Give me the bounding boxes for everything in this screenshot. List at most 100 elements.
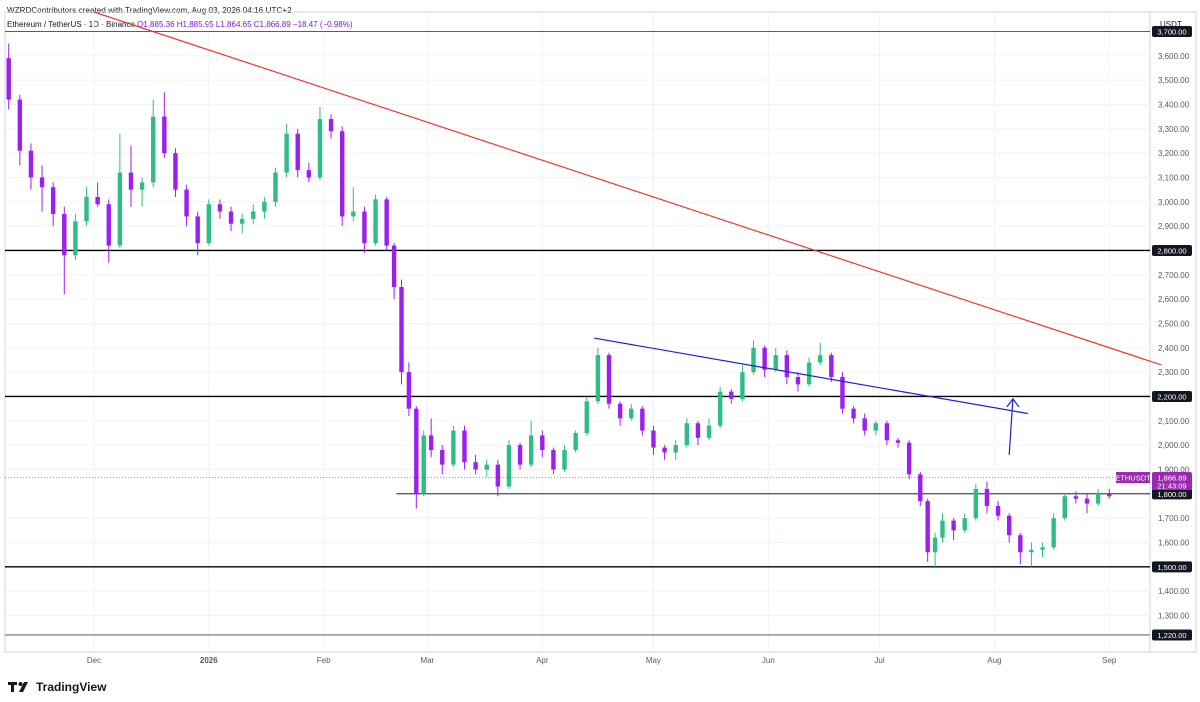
candle-down [918,471,923,506]
candle-down [473,454,478,475]
candle-up [932,532,938,567]
tradingview-logo-icon [8,682,28,692]
candle-body [340,131,345,217]
y-tick-label: 2,300.00 [1158,368,1190,377]
candles [6,43,1112,567]
candle-down [1107,488,1112,499]
gridlines [4,11,1197,653]
candle-down [906,440,912,480]
candle-body [391,245,397,287]
candle-down [829,352,834,382]
candle-down [217,199,223,219]
currency-unit: USDT [1160,20,1182,29]
candle-body [1018,535,1023,553]
candle-up [806,357,812,387]
candle-down [495,459,501,497]
candle-up [673,440,678,460]
candle-up [818,342,823,365]
candle-down [895,437,901,448]
candle-body [317,119,323,178]
level-tag-label: 1,500.00 [1157,563,1186,572]
high-value: H1,885.95 [176,20,214,29]
y-tick-label: 1,400.00 [1158,587,1190,596]
candle-body [1051,518,1056,548]
candle-up [206,199,212,246]
candle-up [506,440,512,489]
candle-down [540,430,545,458]
candle-body [440,450,445,465]
candle-body [1040,547,1045,550]
candle-body [1062,496,1067,519]
candle-down [340,126,345,227]
candle-body [1029,549,1034,553]
price-axis: 3,600.00 3,500.00 3,400.00 3,300.00 3,200.00… [1115,25,1192,641]
symbol-legend[interactable]: Ethereum / TetherUS · 1D · Binance O1,88… [7,20,353,29]
candle-body [1073,496,1079,499]
candle-down [517,442,523,470]
candle-down [50,182,56,227]
candle-body [806,362,812,385]
candle-down [1084,493,1090,514]
x-tick-label: May [646,656,661,665]
candle-body [873,423,878,431]
candle-body [651,430,656,448]
level-tag-label: 2,200.00 [1157,392,1186,401]
candle-body [729,391,734,399]
candle-down [640,406,645,436]
candle-body [473,462,478,470]
candle-down [28,143,34,190]
candle-down [173,148,178,197]
candle-down [462,425,467,470]
candle-down [95,182,100,207]
candle-body [1095,493,1101,504]
candle-body [517,445,523,465]
candle-down [662,445,667,460]
candle-up [73,213,78,261]
candle-down [428,418,434,458]
candle-body [840,377,845,409]
x-tick-label: Jul [874,656,884,665]
candle-down [362,206,367,253]
candle-body [73,221,78,256]
y-tick-label: 3,200.00 [1158,149,1190,158]
candle-down [399,279,404,385]
candle-up [973,484,979,521]
candle-up [773,347,778,373]
candle-up [139,177,145,207]
candle-up [451,425,456,468]
candle-down [295,128,300,178]
candle-body [139,182,145,190]
candle-body [117,172,123,246]
candle-down [128,145,134,207]
level-tag [1152,390,1192,402]
candle-body [217,204,223,212]
candle-body [673,445,678,453]
y-tick-label: 3,000.00 [1158,198,1190,207]
candle-body [595,355,601,402]
candle-body [462,430,467,463]
candle-up [1051,513,1056,550]
time-axis: Dec 2026 Feb Mar Apr May Jun Jul Aug Sep [87,656,1117,665]
y-tick-label: 2,700.00 [1158,271,1190,280]
candle-body [495,464,501,487]
candle-body [662,447,667,453]
candle-body [795,377,801,385]
candle-down [651,425,656,455]
candle-up [84,187,89,227]
projection-arrow [1008,398,1014,455]
candle-down [328,114,334,139]
candle-body [895,440,901,443]
chart-credit: WZRDContributors created with TradingVie… [7,6,292,15]
horizontal-levels [5,31,1150,636]
candle-body [284,133,289,173]
candle-body [421,435,426,494]
candle-up [1062,493,1067,521]
candle-down [1006,513,1012,543]
candle-body [973,488,979,519]
candle-down [184,184,189,227]
candle-up [873,420,878,436]
x-tick-label: Aug [987,656,1001,665]
candle-up [584,396,589,436]
candle-body [829,355,834,378]
